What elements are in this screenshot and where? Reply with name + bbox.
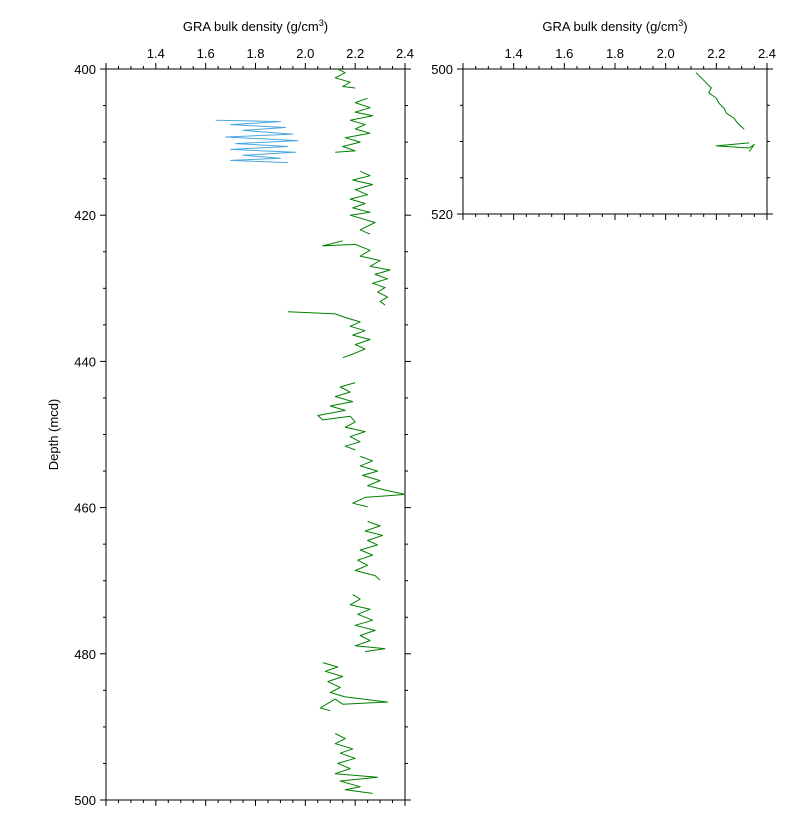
y-tick-label: 500 xyxy=(74,793,96,808)
x-tick-label: 2.0 xyxy=(296,46,314,61)
x-tick-label: 2.0 xyxy=(657,46,675,61)
x-tick-label: 1.4 xyxy=(505,46,523,61)
chart-panel-2: 1.4 1.6 1.8 2.0 2.2 2.4 500 520 GRA bulk density… xyxy=(431,18,776,222)
density-series-2-green xyxy=(335,97,374,153)
density-series-2-green xyxy=(715,142,755,152)
y-axis-title: Depth (mcd) xyxy=(46,399,61,471)
y-tick-label: 400 xyxy=(74,62,96,77)
x-axis-title-sup: 3 xyxy=(678,18,683,28)
y-tick-label: 480 xyxy=(74,647,96,662)
x-tick-label: 1.6 xyxy=(555,46,573,61)
x-tick-label: 1.4 xyxy=(147,46,165,61)
y-tick-label: 460 xyxy=(74,501,96,516)
x-axis-title-close: ) xyxy=(324,19,328,34)
density-series-5-green xyxy=(322,240,391,306)
density-series-4-green xyxy=(349,170,376,235)
x-axis-title: GRA bulk density (g/cm3) xyxy=(542,18,687,34)
density-series-11-green xyxy=(319,662,389,712)
density-series-1-green xyxy=(695,72,745,130)
chart-panel-1: 1.4 1.6 1.8 2.0 2.2 2.4 400 420 440 460 480 500 GRA … xyxy=(46,18,414,808)
density-series-7-green xyxy=(317,382,366,451)
x-tick-label: 1.6 xyxy=(197,46,215,61)
x-axis-title-sup: 3 xyxy=(319,18,324,28)
y-tick-label: 420 xyxy=(74,208,96,223)
x-tick-label: 2.4 xyxy=(758,46,776,61)
y-tick-label: 500 xyxy=(431,62,453,77)
density-series-8-green xyxy=(352,455,406,508)
x-axis-title-text: GRA bulk density (g/cm xyxy=(183,19,319,34)
density-series-10-green xyxy=(349,594,386,653)
density-series-1-green xyxy=(334,68,356,89)
y-tick-label: 520 xyxy=(431,207,453,222)
y-tick-label: 440 xyxy=(74,354,96,369)
x-tick-label: 2.2 xyxy=(346,46,364,61)
x-axis-title: GRA bulk density (g/cm3) xyxy=(183,18,328,34)
plot-frame xyxy=(462,68,768,215)
x-tick-label: 1.8 xyxy=(606,46,624,61)
x-tick-label: 2.4 xyxy=(396,46,414,61)
density-series-3-blue xyxy=(215,119,299,164)
x-axis-title-text: GRA bulk density (g/cm xyxy=(542,19,678,34)
density-series-6-green xyxy=(287,311,371,359)
x-tick-label: 2.2 xyxy=(707,46,725,61)
x-tick-label: 1.8 xyxy=(246,46,264,61)
x-axis-title-close: ) xyxy=(683,19,687,34)
density-series-9-green xyxy=(354,521,384,581)
density-series-12-green xyxy=(334,733,379,794)
